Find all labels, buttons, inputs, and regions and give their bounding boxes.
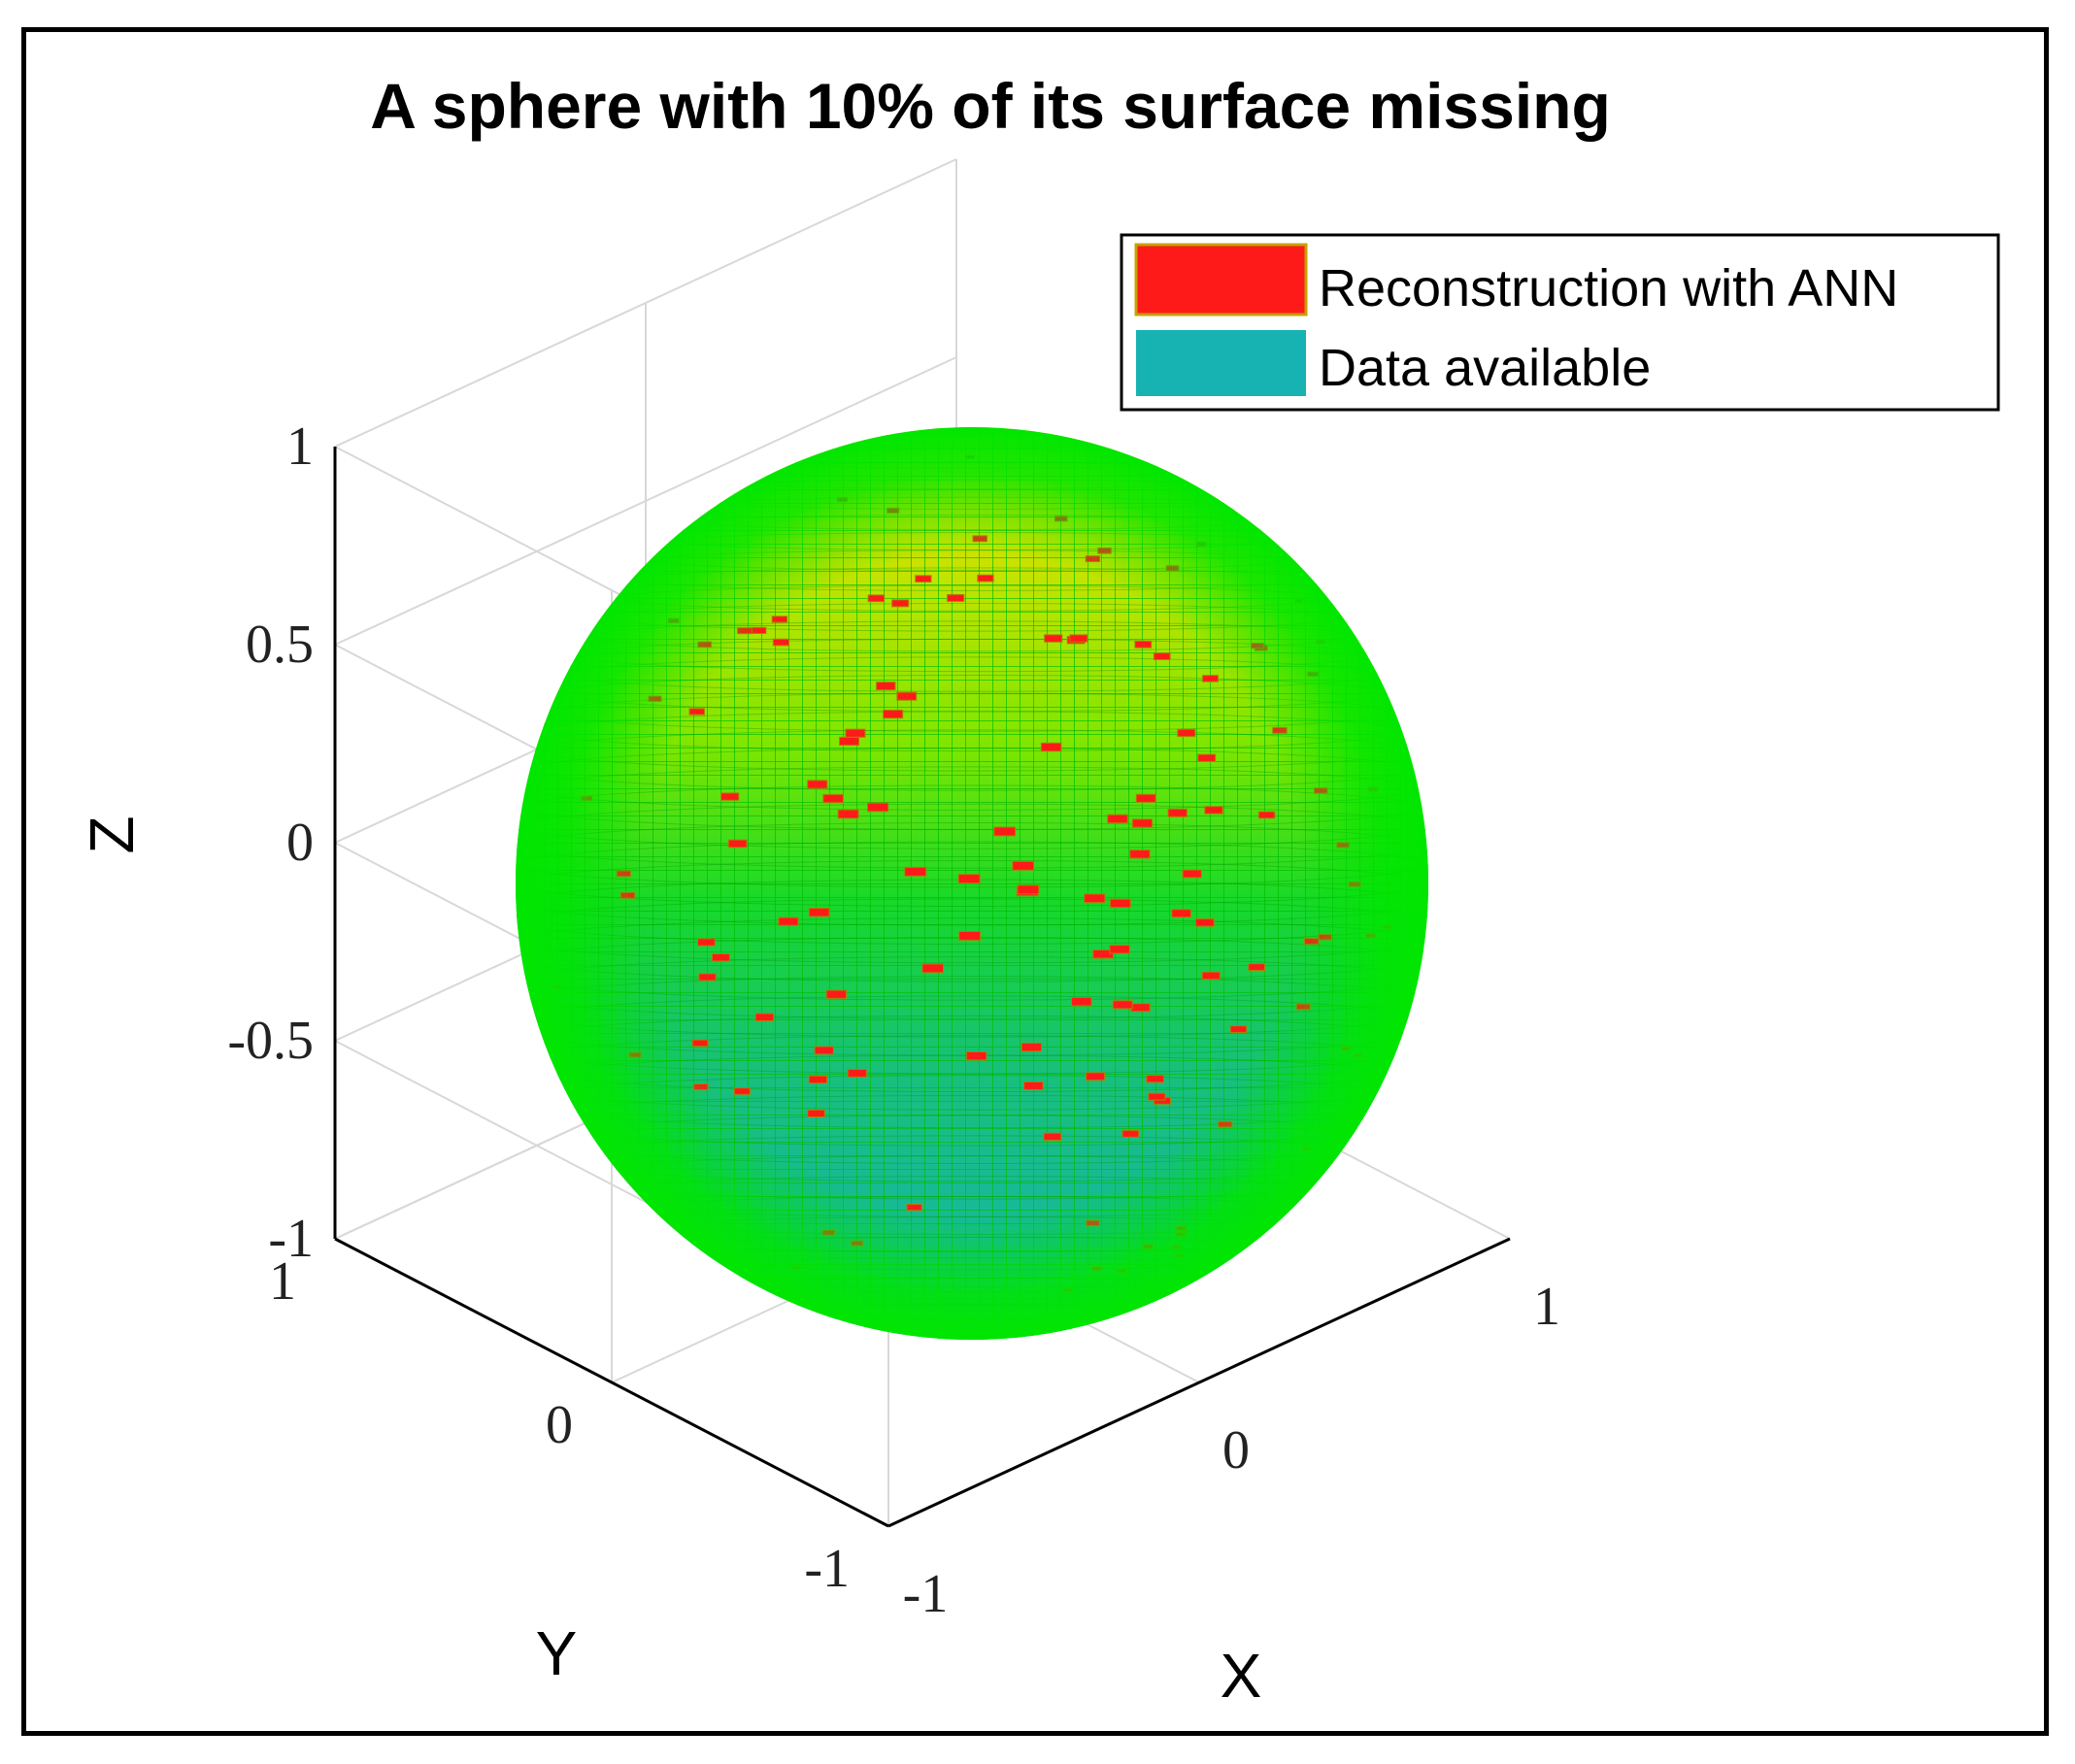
legend: Reconstruction with ANN Data available: [1120, 233, 2000, 412]
x-axis-label: X: [1221, 1641, 1262, 1711]
z-tick-label: 0: [286, 813, 314, 873]
z-tick-label: 0.5: [246, 615, 314, 675]
z-axis-label: Z: [77, 815, 147, 853]
legend-swatch-reconstruction: [1134, 243, 1308, 316]
x-tick-label: 0: [1222, 1420, 1250, 1481]
x-axis-line: [887, 1237, 1511, 1528]
z-tick-label: -1: [268, 1209, 314, 1269]
legend-swatch-data-available: [1136, 330, 1306, 396]
y-tick-label: 0: [546, 1395, 573, 1455]
chart-title: A sphere with 10% of its surface missing: [370, 70, 1611, 142]
z-tick-label: -0.5: [227, 1011, 314, 1071]
legend-label-reconstruction: Reconstruction with ANN: [1319, 259, 1898, 317]
sphere-surface: [516, 427, 1428, 1340]
legend-label-data-available: Data available: [1319, 339, 1651, 397]
y-tick-label: 1: [269, 1251, 296, 1312]
z-tick-label: 1: [286, 416, 314, 477]
y-axis-label: Y: [536, 1618, 578, 1688]
tick-labels: -1-0.500.51-101-101: [227, 416, 1560, 1624]
axes: [333, 447, 1511, 1528]
sphere-rim: [516, 427, 1428, 1340]
y-tick-label: -1: [804, 1539, 850, 1599]
x-tick-label: 1: [1533, 1277, 1560, 1337]
y-axis-line: [334, 1237, 889, 1528]
x-tick-label: -1: [903, 1564, 949, 1624]
